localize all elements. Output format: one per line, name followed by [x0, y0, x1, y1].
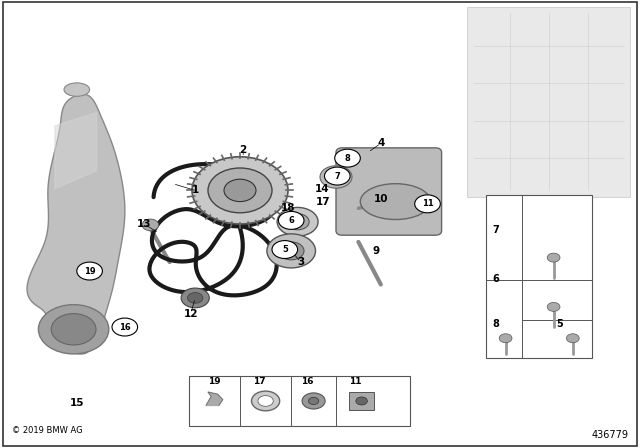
Text: 7: 7 — [335, 172, 340, 181]
Text: 436779: 436779 — [591, 430, 628, 440]
Text: 5: 5 — [556, 319, 563, 329]
Text: 16: 16 — [119, 323, 131, 332]
Circle shape — [142, 219, 159, 231]
Text: © 2019 BMW AG: © 2019 BMW AG — [12, 426, 82, 435]
Circle shape — [77, 262, 102, 280]
Circle shape — [267, 234, 316, 268]
Text: 15: 15 — [70, 398, 84, 408]
Circle shape — [278, 242, 304, 260]
Text: 12: 12 — [184, 309, 198, 319]
PathPatch shape — [27, 94, 125, 354]
Circle shape — [277, 207, 318, 236]
Text: 3: 3 — [297, 257, 305, 267]
Text: 11: 11 — [422, 199, 433, 208]
Text: 7: 7 — [492, 225, 499, 235]
Text: 17: 17 — [253, 377, 266, 386]
Circle shape — [329, 172, 343, 182]
Circle shape — [320, 166, 352, 188]
Bar — [189, 376, 410, 426]
Circle shape — [272, 241, 298, 258]
Circle shape — [286, 214, 309, 230]
Circle shape — [302, 393, 325, 409]
Text: 2: 2 — [239, 145, 247, 155]
Text: 8: 8 — [345, 154, 350, 163]
Circle shape — [308, 397, 319, 405]
Circle shape — [258, 396, 273, 406]
Text: 17: 17 — [316, 198, 330, 207]
Circle shape — [324, 167, 350, 185]
Circle shape — [336, 152, 355, 166]
Text: 10: 10 — [374, 194, 388, 204]
Circle shape — [188, 293, 203, 303]
Text: 8: 8 — [492, 319, 499, 329]
Circle shape — [335, 149, 360, 167]
Circle shape — [208, 168, 272, 213]
Text: 11: 11 — [349, 377, 362, 386]
Text: 1: 1 — [191, 185, 199, 195]
Circle shape — [356, 397, 367, 405]
Text: 19: 19 — [208, 377, 221, 386]
Polygon shape — [206, 392, 223, 405]
Circle shape — [566, 334, 579, 343]
Circle shape — [415, 195, 440, 213]
Circle shape — [51, 314, 96, 345]
Text: 14: 14 — [315, 184, 329, 194]
Circle shape — [38, 305, 109, 354]
Circle shape — [499, 334, 512, 343]
Text: 19: 19 — [84, 267, 95, 276]
Text: 13: 13 — [137, 219, 151, 229]
Text: 5: 5 — [282, 245, 288, 254]
Circle shape — [112, 318, 138, 336]
Text: 16: 16 — [301, 377, 314, 386]
Ellipse shape — [360, 184, 431, 220]
Circle shape — [547, 302, 560, 311]
Bar — [486, 195, 592, 358]
FancyBboxPatch shape — [349, 392, 374, 410]
Circle shape — [252, 391, 280, 411]
Circle shape — [192, 157, 288, 224]
Text: 18: 18 — [281, 203, 295, 213]
Circle shape — [181, 288, 209, 308]
Text: 6: 6 — [492, 274, 499, 284]
Text: 9: 9 — [372, 246, 380, 256]
Circle shape — [224, 179, 256, 202]
FancyBboxPatch shape — [467, 7, 630, 197]
Circle shape — [547, 253, 560, 262]
Text: 6: 6 — [288, 216, 294, 225]
FancyBboxPatch shape — [336, 148, 442, 235]
Text: 4: 4 — [377, 138, 385, 148]
Ellipse shape — [64, 83, 90, 96]
Circle shape — [278, 211, 304, 229]
